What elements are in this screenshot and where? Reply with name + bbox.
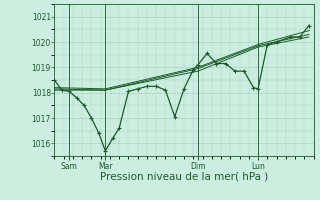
X-axis label: Pression niveau de la mer( hPa ): Pression niveau de la mer( hPa ) xyxy=(100,172,268,182)
